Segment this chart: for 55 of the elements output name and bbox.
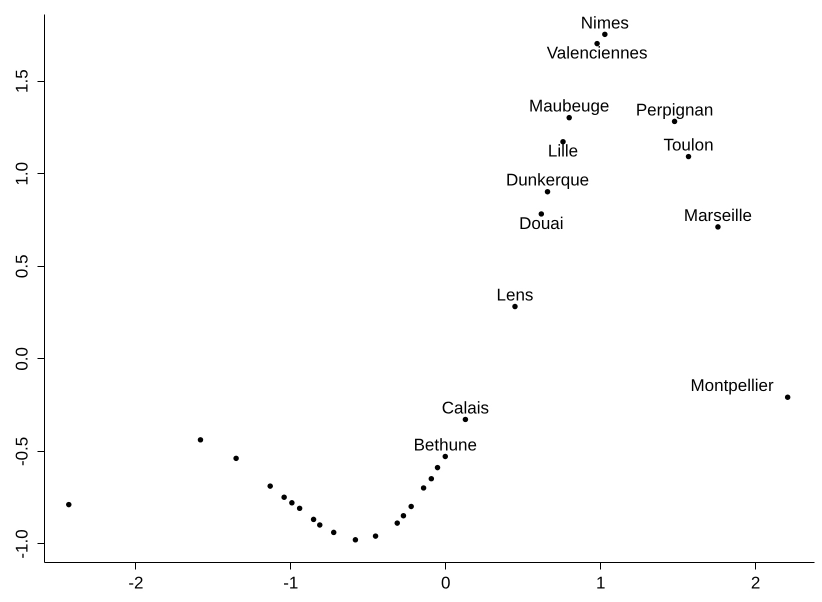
y-tick-label: -1.0 [12, 529, 32, 559]
y-tick-label: 1.5 [12, 69, 32, 93]
point [594, 40, 600, 46]
annotation: Lille [548, 142, 578, 161]
annotation: Toulon [663, 136, 714, 155]
annotation: Perpignan [636, 100, 714, 120]
x-tick-label: -1 [283, 574, 298, 592]
annotation: Calais [442, 398, 490, 418]
annotation: Lens [496, 286, 534, 305]
y-tick-label: 0.0 [12, 347, 32, 371]
annotation: Bethune [414, 435, 477, 454]
point [672, 118, 678, 124]
x-tick-label: 0 [441, 574, 450, 592]
point [394, 520, 400, 526]
point [233, 456, 239, 462]
point [198, 437, 204, 443]
point [602, 32, 608, 38]
point [462, 416, 468, 422]
x-tick-label: 1 [596, 574, 606, 592]
point [267, 483, 273, 489]
point [442, 454, 448, 460]
x-tick-label: 2 [750, 574, 760, 592]
point [400, 512, 406, 518]
point [330, 530, 336, 536]
point [560, 139, 566, 144]
y-tick-label: 0.5 [12, 254, 32, 278]
annotation: Douai [519, 214, 564, 233]
point [372, 533, 378, 539]
y-tick-label: -0.5 [12, 436, 32, 466]
point [512, 304, 518, 310]
point [66, 502, 72, 508]
point [296, 506, 302, 512]
annotation: Marseille [684, 206, 752, 225]
point [428, 476, 434, 482]
annotation: Maubeuge [529, 96, 610, 116]
x-tick-label: -2 [128, 574, 144, 592]
point [420, 485, 426, 491]
annotation: Montpellier [690, 376, 774, 396]
point [317, 522, 323, 528]
point [289, 500, 295, 506]
point [352, 537, 358, 543]
annotation: Valenciennes [546, 44, 648, 63]
annotation: Nimes [580, 13, 629, 32]
point [715, 224, 721, 230]
point [408, 504, 414, 510]
point [566, 114, 572, 120]
y-tick-label: 1.0 [12, 162, 32, 186]
point [310, 516, 316, 522]
point [538, 211, 544, 217]
point [686, 154, 692, 160]
point [544, 188, 550, 194]
point [434, 464, 440, 470]
point [784, 394, 790, 400]
point [281, 494, 287, 500]
annotation: Dunkerque [506, 170, 590, 190]
